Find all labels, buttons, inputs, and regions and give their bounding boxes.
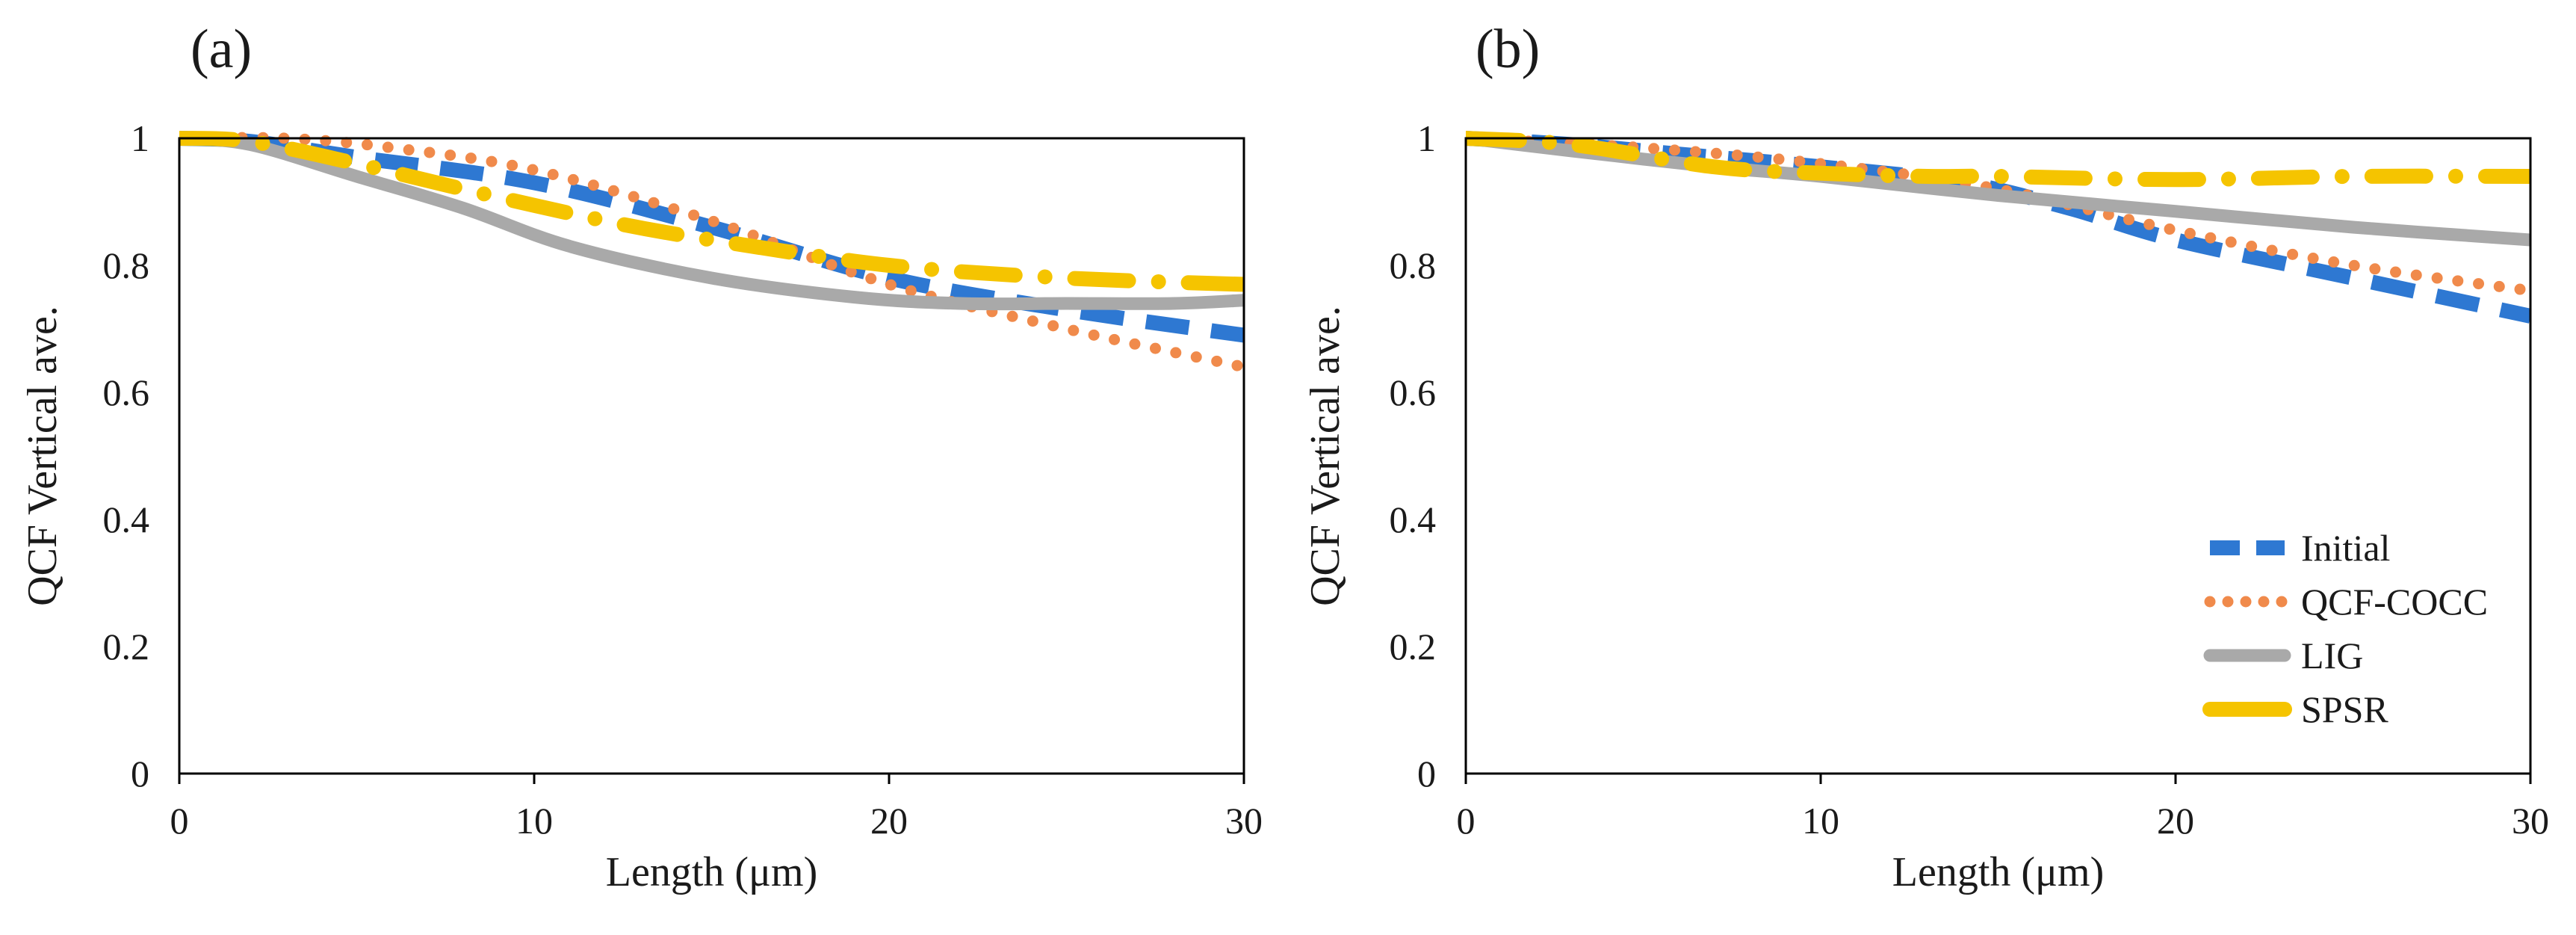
x-tick-label: 0 — [1457, 800, 1476, 842]
plot-frame — [178, 137, 1245, 775]
y-tick-label: 0.8 — [1390, 244, 1437, 286]
y-axis-title: QCF Vertical ave. — [1302, 306, 1349, 606]
x-tick-label: 20 — [870, 800, 908, 842]
x-tick-label: 0 — [170, 800, 189, 842]
x-axis-title: Length (μm) — [606, 849, 818, 895]
panel-label: (b) — [1476, 19, 1540, 80]
y-tick-label: 0.2 — [1390, 626, 1437, 667]
legend-label-spsr: SPSR — [2301, 688, 2388, 730]
x-axis-title: Length (μm) — [1892, 849, 2105, 895]
y-tick-label: 1 — [1417, 117, 1436, 159]
y-tick-label: 0.8 — [103, 244, 150, 286]
series-group — [179, 131, 1244, 373]
legend: Initial QCF-COCC LIG SPSR — [2202, 527, 2488, 730]
series-line-spsr — [179, 131, 1244, 292]
legend-label-lig: LIG — [2301, 635, 2363, 676]
panel-a: (a) 0 10 20 30 0 0.2 0.4 0.6 0.8 1 Length (μm) QCF V… — [19, 19, 1263, 895]
series-line-spsr — [1466, 131, 2530, 188]
plot-frame — [1464, 137, 2532, 775]
panel-b: (b) 0 10 20 30 0 0.2 0.4 0.6 0.8 1 Length (μm) QCF V… — [1302, 19, 2549, 895]
y-tick-label: 0.6 — [103, 371, 150, 413]
series-line-qcf-cocc — [179, 132, 1244, 373]
y-tick-label: 0.6 — [1390, 371, 1437, 413]
legend-label-initial: Initial — [2301, 527, 2390, 569]
y-tick-label: 0.4 — [1390, 499, 1437, 540]
y-tick-label: 0 — [131, 753, 149, 794]
y-tick-label: 0 — [1417, 753, 1436, 794]
panel-label: (a) — [191, 19, 252, 80]
x-tick-label: 30 — [2512, 800, 2549, 842]
x-tick-label: 30 — [1225, 800, 1263, 842]
y-tick-label: 0.2 — [103, 626, 150, 667]
y-axis-title: QCF Vertical ave. — [19, 306, 66, 606]
y-tick-label: 0.4 — [103, 499, 150, 540]
series-line-qcf-cocc — [1466, 132, 2530, 297]
series-line-lig — [179, 132, 1244, 311]
x-tick-label: 20 — [2157, 800, 2194, 842]
series-line-initial — [179, 131, 1244, 343]
x-tick-label: 10 — [1802, 800, 1839, 842]
y-tick-label: 1 — [131, 117, 149, 159]
legend-label-qcf-cocc: QCF-COCC — [2301, 581, 2488, 623]
series-group — [1466, 131, 2530, 324]
x-tick-label: 10 — [515, 800, 553, 842]
